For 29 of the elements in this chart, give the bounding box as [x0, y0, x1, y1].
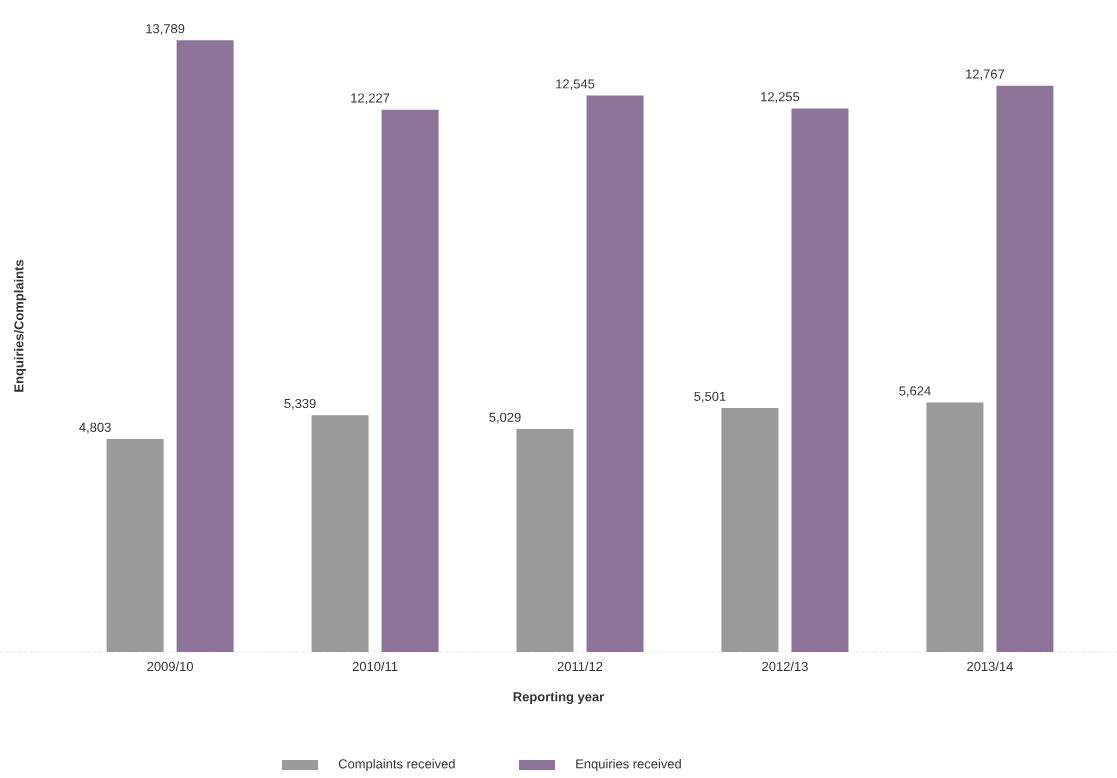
x-tick-label: 2010/11	[352, 661, 398, 672]
y-axis-title: Enquiries/Complaints	[13, 259, 27, 392]
bar	[926, 402, 984, 652]
x-tick-label: 2009/10	[147, 661, 194, 672]
data-label: 5,624	[899, 386, 931, 397]
data-label: 12,255	[761, 92, 800, 103]
data-label: 12,767	[966, 69, 1005, 81]
x-tick-label: 2012/13	[762, 661, 808, 672]
x-axis-title: Reporting year	[513, 691, 604, 704]
bar	[791, 108, 849, 652]
x-tick-label: 2011/12	[557, 661, 603, 672]
bar	[516, 428, 574, 652]
data-label: 5,029	[489, 412, 521, 424]
data-label: 4,803	[79, 422, 111, 434]
bar	[176, 40, 234, 652]
data-label: 5,501	[694, 391, 726, 403]
data-label: 13,789	[146, 24, 185, 35]
data-label: 12,227	[351, 93, 390, 105]
bar	[106, 438, 164, 652]
bar	[586, 95, 644, 652]
bar	[721, 407, 779, 652]
bar	[381, 109, 439, 652]
legend-label: Enquiries received	[576, 758, 681, 772]
legend-label: Complaints received	[338, 758, 455, 772]
x-tick-label: 2013/14	[967, 661, 1013, 672]
data-label: 5,339	[284, 398, 316, 410]
bar	[996, 85, 1054, 652]
bar	[311, 415, 369, 652]
data-label: 12,545	[556, 79, 595, 91]
